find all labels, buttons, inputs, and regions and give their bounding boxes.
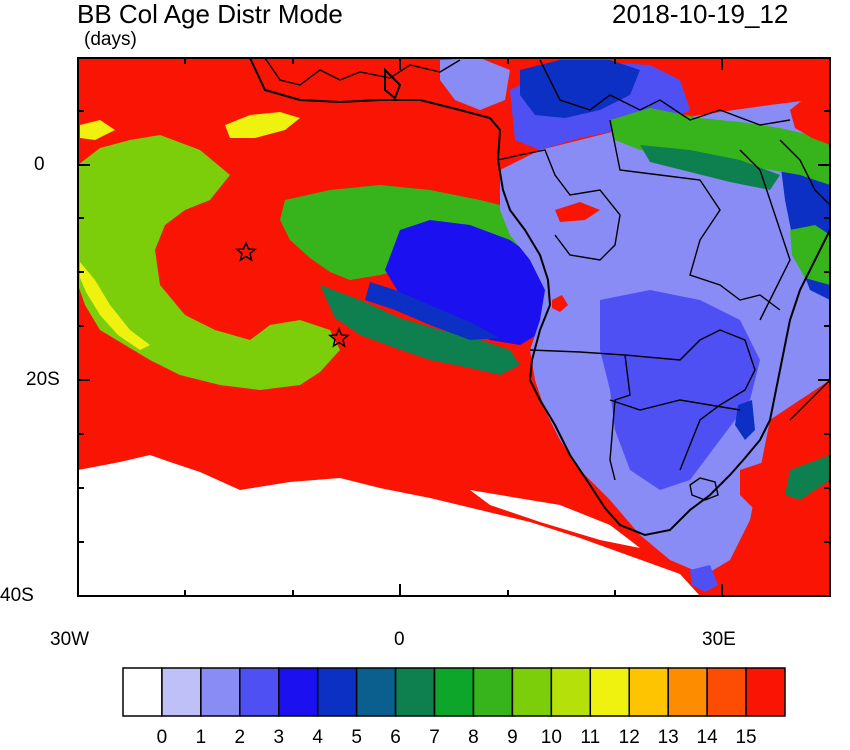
colorbar-swatch [355,667,397,717]
colorbar-label: 11 [580,727,601,748]
colorbar-swatch [667,667,708,717]
border-central-1 [497,149,621,261]
colorbar-label: 13 [657,727,679,748]
field-south-blob [690,565,718,592]
border-central-3 [609,119,781,311]
colorbar-label: 5 [351,727,362,748]
colorbar-swatch [550,667,592,717]
field-red-east-horn [790,80,830,145]
colorbar-swatch [200,667,241,717]
colorbar-label: 15 [735,727,757,748]
colorbar-label: 14 [696,727,718,748]
colorbar-label: 4 [312,727,323,748]
field-blue-dark-ocean [365,282,500,340]
map-title: BB Col Age Distr Mode [77,0,343,29]
colorbar-label: 6 [390,727,401,748]
colorbar-label: 10 [540,727,562,748]
border-east [739,149,791,321]
field-missing-region [78,455,700,596]
colorbar-swatch [628,667,669,717]
field-dark-green-band [320,285,520,375]
x-label-30e: 30E [702,629,736,650]
y-label-20s: 20S [26,369,60,390]
field-east-green [790,225,830,285]
units-label: (days) [84,29,137,50]
country-borders [264,58,830,501]
field-missing-streak [470,490,640,548]
colorbar-swatch [433,667,475,717]
border-central-2 [539,59,791,126]
field-red-equatorial [555,202,600,222]
colorbar-label: 9 [507,727,518,748]
map-field [78,58,830,596]
field-yellow-small [80,120,115,140]
colorbar-label: 12 [618,727,640,748]
colorbar-label: 7 [429,727,440,748]
colorbar-swatch [122,667,163,717]
border-east-2 [779,139,830,206]
coastlines [78,58,830,537]
colorbar [122,667,786,717]
colorbar-swatch [161,667,202,717]
coastline-lake [384,67,402,100]
colorbar-label: 0 [156,727,168,748]
field-central-dark-green [640,145,780,190]
border-madagascar [789,379,830,421]
field-light-green-swirl [78,135,340,390]
field-red-southeast-ocean [740,460,790,510]
colorbar-swatch [706,667,747,717]
star-marker [328,327,350,348]
x-label-30w: 30W [50,629,90,650]
field-red-dot [552,295,568,312]
star-marker [235,241,257,262]
colorbar-label: 2 [234,727,246,748]
border-west-africa [264,58,461,86]
coastline-africa-west [249,58,830,537]
colorbar-label: 8 [468,727,479,748]
colorbar-swatch [278,667,319,717]
field-yellow-north [225,112,300,138]
field-green-southeast [785,455,830,500]
field-blue-plume [385,220,560,345]
field-yellow-fringe [80,262,150,350]
border-south-2 [624,329,756,471]
field-africa-dark-blue [520,60,640,118]
colorbar-swatch [316,667,358,717]
colorbar-swatch [394,667,436,717]
y-label-40s: 40S [0,585,34,606]
colorbar-swatch [589,667,630,717]
colorbar-swatch [239,667,280,717]
x-label-0: 0 [394,629,405,650]
colorbar-label: 3 [273,727,285,748]
valid-time: 2018-10-19_12 [612,0,789,29]
star-markers [235,241,350,348]
colorbar-label: 1 [195,727,207,748]
tick-marks [78,58,830,596]
colorbar-swatch [472,667,514,717]
y-label-0: 0 [34,154,45,175]
colorbar-swatch [745,667,786,717]
border-south-3 [609,399,741,411]
border-south-1 [529,349,631,481]
field-africa-mid-blue [600,290,760,490]
border-lesotho [689,477,719,501]
colorbar-swatch [511,667,553,717]
field-sahel-light-blue [440,58,510,110]
field-central-green [610,108,830,185]
